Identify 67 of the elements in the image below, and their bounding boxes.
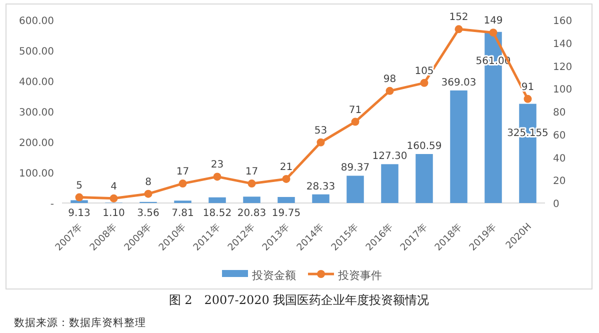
bar bbox=[278, 196, 295, 203]
bar bbox=[312, 194, 330, 203]
source-note: 数据来源：数据库资料整理 bbox=[14, 316, 146, 329]
data-label: 18.52 bbox=[202, 208, 232, 219]
data-label: 149 bbox=[484, 16, 503, 27]
y2-tick-label: 160 bbox=[553, 16, 572, 27]
point bbox=[248, 180, 256, 188]
data-label: 98 bbox=[383, 74, 396, 85]
y2-tick-label: 140 bbox=[553, 38, 572, 50]
bar bbox=[346, 176, 364, 203]
point bbox=[524, 94, 532, 103]
y-tick-label: 100.00 bbox=[19, 168, 54, 180]
data-label: 53 bbox=[314, 125, 328, 136]
data-label: 17 bbox=[176, 166, 190, 178]
data-label: 369.03 bbox=[441, 77, 476, 88]
point bbox=[454, 25, 463, 34]
y-tick-label: 400.00 bbox=[19, 77, 54, 88]
data-label: 71 bbox=[348, 104, 362, 116]
data-label: 17 bbox=[245, 166, 258, 178]
data-label: 1.10 bbox=[102, 208, 125, 219]
data-label: 4 bbox=[110, 181, 117, 192]
point bbox=[110, 194, 118, 202]
y2-tick-label: 0 bbox=[553, 199, 560, 210]
legend-label: 投资金额 bbox=[251, 269, 296, 282]
legend-label: 投资事件 bbox=[337, 269, 382, 282]
text: 图 2 2007-2020 我国医药企业年度投资额情况 bbox=[168, 293, 430, 307]
data-label: 28.33 bbox=[306, 181, 336, 192]
y-tick-label: 200.00 bbox=[19, 138, 54, 149]
bar bbox=[208, 197, 226, 203]
y2-tick-label: 60 bbox=[553, 130, 566, 142]
data-label: 127.30 bbox=[372, 151, 408, 162]
y2-tick-label: 80 bbox=[553, 108, 566, 118]
data-label: 23 bbox=[210, 160, 224, 171]
data-label: 3.56 bbox=[137, 208, 160, 219]
data-label: 8 bbox=[145, 176, 152, 188]
data-label: 19.75 bbox=[272, 208, 301, 219]
y-tick-label: 500.00 bbox=[19, 46, 54, 58]
point bbox=[386, 86, 394, 95]
point bbox=[351, 118, 360, 126]
y2-tick-label: 20 bbox=[553, 176, 566, 188]
bar bbox=[381, 164, 398, 203]
point bbox=[282, 174, 290, 183]
bar bbox=[70, 200, 88, 203]
y2-tick-label: 100 bbox=[553, 84, 572, 96]
point bbox=[489, 28, 498, 37]
data-label: 160.59 bbox=[406, 141, 442, 152]
data-label: 7.81 bbox=[172, 208, 194, 219]
point bbox=[316, 138, 325, 146]
y-tick-label: 300.00 bbox=[19, 108, 54, 118]
data-label: 21 bbox=[280, 162, 293, 173]
point bbox=[420, 78, 428, 87]
bar bbox=[416, 154, 433, 203]
bar bbox=[243, 196, 260, 203]
point bbox=[75, 193, 84, 202]
y-tick-label: - bbox=[50, 199, 54, 210]
bar bbox=[450, 90, 468, 203]
data-label: 89.37 bbox=[340, 162, 370, 174]
y2-tick-label: 120 bbox=[553, 62, 572, 73]
y-tick-label: 600.00 bbox=[19, 16, 54, 27]
data-label: 152 bbox=[449, 12, 468, 24]
point bbox=[144, 190, 152, 198]
y2-tick-label: 40 bbox=[553, 153, 566, 164]
data-label: 20.83 bbox=[237, 208, 266, 219]
point bbox=[213, 172, 222, 181]
data-label: 5 bbox=[76, 180, 82, 192]
data-label: 9.13 bbox=[68, 208, 90, 219]
point bbox=[178, 180, 187, 188]
